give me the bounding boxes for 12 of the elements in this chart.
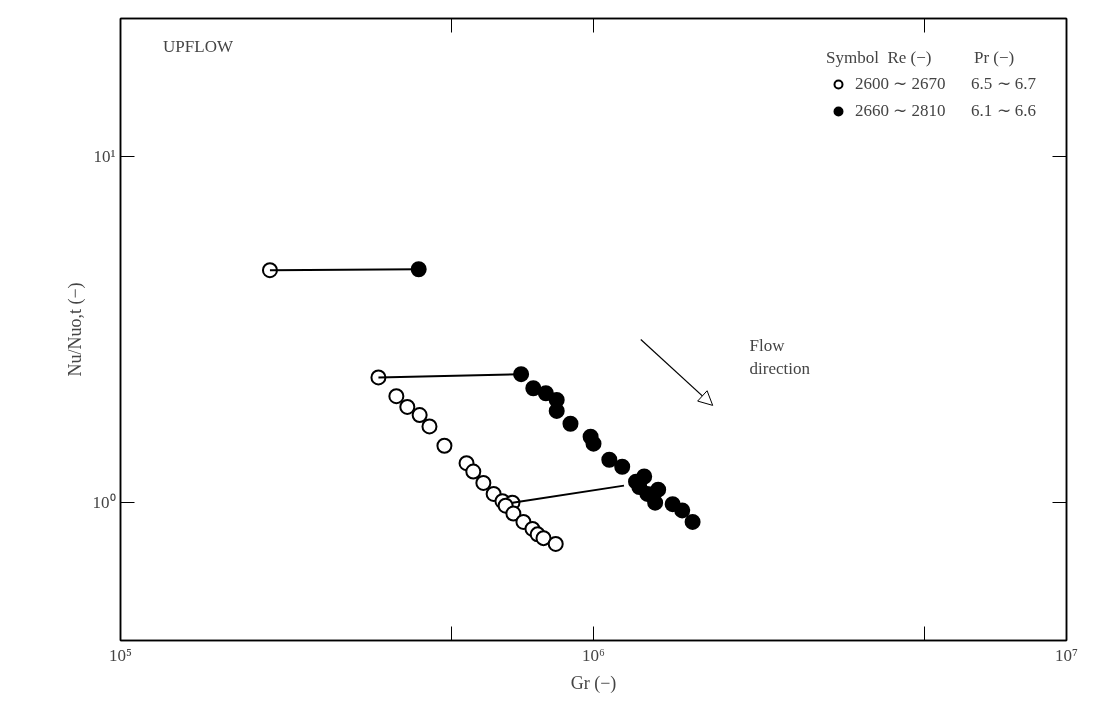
legend-title: Symbol Re (−) Pr (−) (826, 48, 1016, 68)
x-tick-label: 10⁶ (582, 645, 606, 665)
annotation: Flow direction (749, 335, 811, 378)
legend-label: 2600 ∼ 2670 6.5 ∼ 6.7 (855, 73, 1036, 94)
y-tick-label: 10¹ (93, 146, 116, 166)
y-axis-title: Nu/Nuo,t (−) (64, 282, 86, 377)
x-tick-label: 10⁷ (1055, 645, 1079, 665)
x-tick-label: 10⁵ (109, 645, 133, 665)
annotation: UPFLOW (163, 37, 234, 57)
y-tick-label: 10⁰ (92, 493, 116, 513)
legend-label: 2660 ∼ 2810 6.1 ∼ 6.6 (855, 100, 1036, 121)
x-axis-title: Gr (−) (570, 672, 617, 694)
